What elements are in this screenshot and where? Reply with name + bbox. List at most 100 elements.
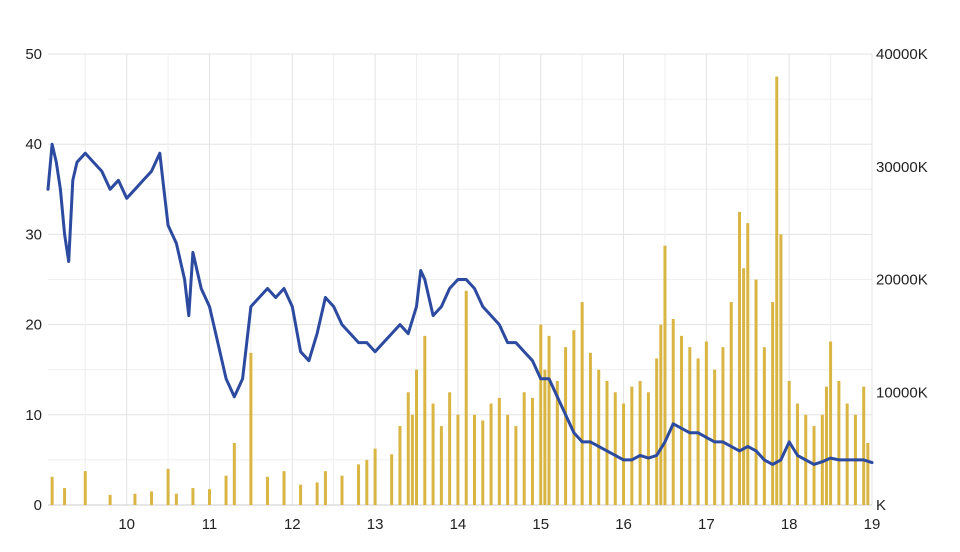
volume-bar xyxy=(191,488,195,505)
volume-bar xyxy=(543,369,547,505)
volume-bar xyxy=(431,403,435,505)
volume-bar xyxy=(464,290,468,505)
left-tick-label: 0 xyxy=(34,497,42,514)
volume-bar xyxy=(207,489,211,505)
volume-bar xyxy=(506,414,510,505)
x-tick-label: 10 xyxy=(118,516,135,533)
volume-bar xyxy=(539,324,543,505)
volume-bar xyxy=(729,302,733,505)
volume-bar xyxy=(862,386,866,505)
volume-bar xyxy=(415,369,419,505)
volume-bar xyxy=(646,392,650,505)
x-tick-label: 12 xyxy=(284,516,301,533)
volume-bar xyxy=(357,464,361,505)
volume-bar xyxy=(530,397,534,505)
volume-bar xyxy=(659,324,663,505)
x-tick-label: 14 xyxy=(450,516,467,533)
volume-bar xyxy=(299,484,303,505)
volume-bar xyxy=(605,380,609,505)
left-tick-label: 30 xyxy=(25,226,42,243)
left-tick-label: 50 xyxy=(25,46,42,63)
volume-bar xyxy=(398,426,402,505)
volume-bar xyxy=(588,352,592,505)
volume-bar xyxy=(775,76,779,506)
volume-bar xyxy=(837,380,841,505)
volume-bar xyxy=(282,471,286,505)
volume-bar xyxy=(655,358,659,505)
x-tick-label: 17 xyxy=(698,516,715,533)
volume-bar xyxy=(497,397,501,505)
volume-bar xyxy=(63,488,67,505)
volume-bar xyxy=(680,335,684,505)
x-tick-label: 18 xyxy=(781,516,798,533)
volume-bar xyxy=(555,380,559,505)
volume-bar xyxy=(514,426,518,505)
volume-bar xyxy=(249,352,253,505)
volume-bar xyxy=(448,392,452,505)
volume-bar xyxy=(423,335,427,505)
volume-bar xyxy=(373,448,377,505)
volume-bar xyxy=(622,403,626,505)
volume-bar xyxy=(688,347,692,505)
volume-bar xyxy=(845,403,849,505)
volume-bar xyxy=(547,335,551,505)
volume-bar xyxy=(866,442,870,505)
volume-bar xyxy=(713,369,717,505)
volume-bar xyxy=(564,347,568,505)
volume-bar xyxy=(323,471,327,505)
volume-bar xyxy=(638,380,642,505)
volume-bar xyxy=(150,491,154,505)
volume-bar xyxy=(737,211,741,505)
volume-bar xyxy=(663,245,667,506)
volume-bar xyxy=(824,386,828,505)
x-tick-label: 13 xyxy=(367,516,384,533)
volume-bar xyxy=(704,341,708,505)
left-tick-label: 10 xyxy=(25,407,42,424)
volume-bar xyxy=(174,493,178,505)
volume-bar xyxy=(746,223,750,505)
volume-bar xyxy=(829,341,833,505)
volume-bar xyxy=(742,268,746,505)
volume-bar xyxy=(390,454,394,505)
volume-bar xyxy=(439,426,443,505)
volume-bar xyxy=(754,279,758,505)
left-tick-label: 40 xyxy=(25,136,42,153)
left-axis-ticks: 0 10 20 30 40 50 xyxy=(25,46,42,514)
volume-bar xyxy=(522,392,526,505)
left-tick-label: 20 xyxy=(25,317,42,334)
volume-bar xyxy=(406,392,410,505)
right-axis-ticks: K 10000K 20000K 30000K 40000K xyxy=(876,46,928,514)
right-tick-label: 10000K xyxy=(876,384,928,401)
price-line xyxy=(46,142,874,466)
volume-bar xyxy=(224,475,228,505)
x-tick-label: 19 xyxy=(864,516,881,533)
volume-bar xyxy=(472,414,476,505)
right-tick-label: 20000K xyxy=(876,272,928,289)
volume-bar xyxy=(365,459,369,505)
volume-bar xyxy=(232,442,236,505)
volume-bar xyxy=(580,302,584,505)
x-axis-ticks: 10 11 12 13 14 15 16 17 18 19 xyxy=(118,516,880,533)
volume-bar xyxy=(133,493,137,505)
volume-bar xyxy=(83,471,87,505)
volume-bar xyxy=(771,302,775,505)
volume-bar xyxy=(779,234,783,505)
x-tick-label: 15 xyxy=(532,516,549,533)
volume-bar xyxy=(762,347,766,505)
volume-bar xyxy=(108,494,112,505)
volume-bar xyxy=(265,476,269,505)
volume-bar xyxy=(166,468,170,505)
x-tick-label: 16 xyxy=(615,516,632,533)
volume-bar xyxy=(456,414,460,505)
volume-bar xyxy=(671,318,675,505)
volume-bar xyxy=(481,420,485,505)
volume-bar xyxy=(820,414,824,505)
volume-bar xyxy=(410,414,414,505)
right-tick-label: K xyxy=(876,497,886,514)
volume-bar xyxy=(489,403,493,505)
right-tick-label: 40000K xyxy=(876,46,928,63)
volume-bar xyxy=(597,369,601,505)
right-tick-label: 30000K xyxy=(876,159,928,176)
